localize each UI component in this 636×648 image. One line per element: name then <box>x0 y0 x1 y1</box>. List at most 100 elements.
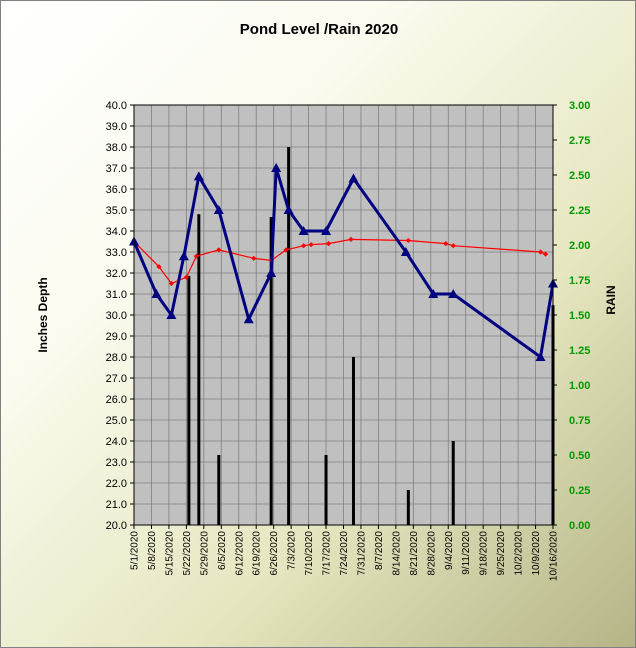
trend-point <box>156 264 162 270</box>
rain-bar <box>217 455 221 525</box>
right-tick-label: 2.75 <box>569 135 590 147</box>
trend-point <box>405 237 411 244</box>
right-tick-label: 0.25 <box>569 485 590 497</box>
x-tick-label: 8/28/2020 <box>426 531 437 576</box>
trend-point <box>251 255 257 261</box>
x-tick-label: 10/2/2020 <box>514 531 525 576</box>
trend-point <box>348 236 354 242</box>
right-tick-label: 2.50 <box>569 170 590 182</box>
x-tick-label: 9/18/2020 <box>479 531 490 576</box>
right-tick-label: 1.25 <box>569 345 590 357</box>
trend-point <box>216 247 222 253</box>
left-tick-label: 32.0 <box>106 268 127 280</box>
x-tick-label: 5/1/2020 <box>130 531 141 570</box>
x-tick-label: 9/4/2020 <box>444 531 455 570</box>
x-tick-label: 5/8/2020 <box>147 531 158 570</box>
right-tick-label: 1.75 <box>569 275 590 287</box>
left-axis-ticks: 20.0 21.0 22.0 23.0 24.0 25.0 26.0 27.0 28.0 29.0… <box>106 100 134 532</box>
right-axis-ticks: 0.00 0.25 0.50 0.75 1.00 1.25 1.50 1.75 2.00 2.25… <box>553 100 590 532</box>
x-tick-label: 10/16/2020 <box>549 531 560 581</box>
pond-level-point <box>535 352 546 361</box>
trend-point <box>443 241 449 247</box>
trend-point <box>193 253 199 259</box>
pond-level-point <box>178 251 189 261</box>
x-tick-label: 7/31/2020 <box>357 531 368 576</box>
trend-point <box>542 251 549 257</box>
right-tick-label: 1.50 <box>569 310 590 322</box>
rain-bar <box>197 214 201 525</box>
grid-lines <box>133 104 554 526</box>
x-tick-label: 8/14/2020 <box>391 531 402 576</box>
pond-level-point <box>271 163 282 172</box>
trend-point <box>537 249 544 255</box>
pond-level-point <box>400 247 411 256</box>
rain-bar <box>287 147 291 525</box>
left-tick-label: 25.0 <box>106 415 127 427</box>
x-tick-label: 5/29/2020 <box>199 531 210 576</box>
x-tick-label: 7/24/2020 <box>339 531 350 576</box>
pond-level-series <box>129 163 558 361</box>
right-tick-label: 2.25 <box>569 205 590 217</box>
right-tick-label: 0.75 <box>569 415 590 427</box>
left-tick-label: 27.0 <box>106 373 127 385</box>
left-tick-label: 33.0 <box>106 247 127 259</box>
left-tick-label: 36.0 <box>106 184 127 196</box>
left-tick-label: 26.0 <box>106 394 127 406</box>
trend-point <box>183 274 189 280</box>
rain-bar <box>187 275 191 525</box>
rain-bar <box>351 357 355 525</box>
left-tick-label: 30.0 <box>106 310 127 322</box>
rain-bar <box>451 441 455 525</box>
chart-title: Pond Level /Rain 2020 <box>239 21 399 38</box>
right-tick-label: 0.00 <box>569 520 590 532</box>
pond-level-point <box>321 226 332 235</box>
x-tick-label: 6/26/2020 <box>269 531 280 576</box>
trend-point <box>325 241 332 247</box>
trend-point <box>283 247 289 253</box>
left-tick-label: 34.0 <box>106 226 127 238</box>
right-tick-label: 0.50 <box>569 450 590 462</box>
x-tick-label: 5/22/2020 <box>182 531 193 576</box>
left-tick-label: 24.0 <box>106 436 127 448</box>
pond-level-point <box>266 268 277 277</box>
right-tick-label: 2.00 <box>569 240 590 252</box>
x-tick-label: 6/5/2020 <box>217 531 228 570</box>
left-tick-label: 20.0 <box>106 520 127 532</box>
left-tick-label: 40.0 <box>106 100 127 112</box>
x-tick-label: 10/9/2020 <box>531 531 542 576</box>
left-tick-label: 28.0 <box>106 352 127 364</box>
rain-bar <box>269 217 273 525</box>
pond-level-point <box>298 226 309 235</box>
left-tick-label: 38.0 <box>106 142 127 154</box>
x-tick-label: 7/3/2020 <box>287 531 298 570</box>
left-tick-label: 29.0 <box>106 331 127 343</box>
trend-point <box>450 243 456 249</box>
rain-bar <box>406 490 410 525</box>
x-tick-label: 5/15/2020 <box>164 531 175 576</box>
trend-point <box>300 243 307 249</box>
right-tick-label: 1.00 <box>569 380 590 392</box>
x-tick-label: 6/19/2020 <box>252 531 263 576</box>
x-tick-label: 8/21/2020 <box>409 531 420 576</box>
pond-level-point <box>428 289 439 298</box>
pond-level-point <box>151 289 162 298</box>
x-tick-label: 8/7/2020 <box>374 531 385 570</box>
x-tick-label: 7/17/2020 <box>322 531 333 576</box>
left-tick-label: 22.0 <box>106 478 127 490</box>
right-tick-label: 3.00 <box>569 100 590 112</box>
x-tick-label: 7/10/2020 <box>304 531 315 576</box>
trend-point <box>308 242 314 248</box>
x-tick-label: 9/11/2020 <box>461 531 472 575</box>
y-axis-title: Inches Depth <box>36 277 50 352</box>
x-tick-label: 6/12/2020 <box>234 531 245 576</box>
x-tick-label: 9/25/2020 <box>496 531 507 576</box>
rain-bar <box>324 455 328 525</box>
left-tick-label: 39.0 <box>106 121 127 133</box>
y2-axis-title: RAIN <box>604 285 618 314</box>
pond-level-point <box>348 173 359 183</box>
x-axis-ticks: 5/1/2020 5/8/2020 5/15/2020 5/22/2020 5/29/2… <box>130 525 560 581</box>
pond-level-point <box>283 205 294 214</box>
left-tick-label: 21.0 <box>106 499 127 511</box>
trend-point <box>168 280 175 287</box>
pond-level-point <box>213 205 224 214</box>
